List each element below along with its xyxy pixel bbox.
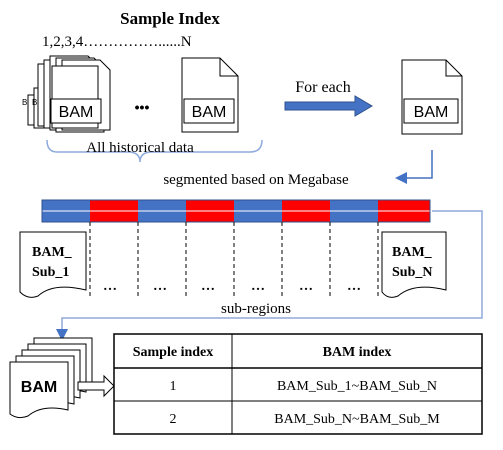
table-header-sample-index: Sample index xyxy=(133,345,214,360)
header-title: Sample Index xyxy=(120,9,220,28)
table-header-bam-index: BAM index xyxy=(323,345,392,360)
stack-file-label: BAM xyxy=(59,104,94,121)
segment-dividers xyxy=(89,222,379,298)
historical-data-bracket xyxy=(46,139,263,163)
table-row1-sample: 1 xyxy=(170,379,177,394)
indexed-bam-stack xyxy=(9,337,93,419)
sample-sequence: 1,2,3,4……………......N xyxy=(42,34,192,50)
sub-file-first-line1: BAM_ xyxy=(32,245,73,260)
stack-ellipsis: ••• xyxy=(135,99,150,115)
table-row2-sample: 2 xyxy=(170,412,177,427)
sub-file-first-line2: Sub_1 xyxy=(32,265,69,280)
subregion-dots-5: … xyxy=(299,279,313,294)
sub-file-last-line2: Sub_N xyxy=(392,265,432,280)
single-file-label: BAM xyxy=(192,104,227,121)
subregion-dots-3: … xyxy=(201,279,215,294)
megabase-segment-bar xyxy=(41,199,431,223)
sub-file-last-line1: BAM_ xyxy=(392,245,433,260)
subregion-dots-1: … xyxy=(103,279,117,294)
for-each-label: For each xyxy=(295,79,351,96)
table-pointer-arrow xyxy=(77,374,115,398)
sub-file-first: BAM_ Sub_1 xyxy=(19,231,87,298)
subregion-dots-2: … xyxy=(153,279,167,294)
historical-bam-stack: B B BAM xyxy=(22,55,111,133)
table-row2-bam: BAM_Sub_N~BAM_Sub_M xyxy=(274,412,440,427)
subregion-dots-4: … xyxy=(251,279,265,294)
for-each-arrow xyxy=(284,95,373,117)
subregion-dots-6: … xyxy=(347,279,361,294)
subregion-connector xyxy=(56,210,483,341)
segmented-label: segmented based on Megabase xyxy=(163,172,349,188)
single-bam-file: BAM xyxy=(181,57,239,133)
segment-connector xyxy=(395,150,433,184)
historical-data-label: All historical data xyxy=(86,140,194,156)
stack-small-label-b: B xyxy=(32,98,37,107)
stack-label-box xyxy=(50,98,102,124)
table-row1-bam: BAM_Sub_1~BAM_Sub_N xyxy=(277,379,437,394)
indexed-bam-label: BAM xyxy=(21,379,57,396)
sub-file-last: BAM_ Sub_N xyxy=(381,231,447,298)
subregions-label: sub-regions xyxy=(221,301,291,317)
current-bam-file: BAM xyxy=(401,59,463,135)
stack-small-label-a: B xyxy=(22,98,27,107)
index-table: Sample index BAM index 1 BAM_Sub_1~BAM_S… xyxy=(113,333,483,435)
current-file-label: BAM xyxy=(414,104,449,121)
